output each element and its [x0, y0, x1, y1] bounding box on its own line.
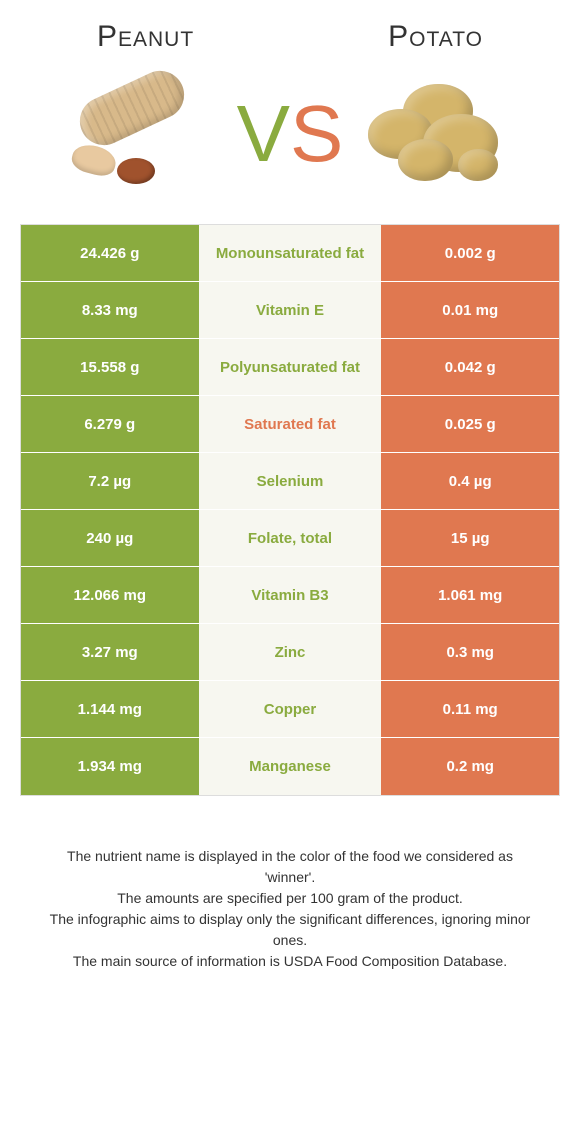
potato-image	[363, 74, 513, 194]
cell-left-value: 8.33 mg	[21, 282, 199, 338]
cell-right-value: 0.2 mg	[381, 738, 559, 795]
cell-left-value: 240 µg	[21, 510, 199, 566]
cell-left-value: 3.27 mg	[21, 624, 199, 680]
title-row: Peanut Potato	[0, 0, 580, 64]
cell-nutrient-label: Copper	[199, 681, 382, 737]
cell-left-value: 24.426 g	[21, 225, 199, 281]
cell-nutrient-label: Vitamin B3	[199, 567, 382, 623]
cell-left-value: 6.279 g	[21, 396, 199, 452]
table-row: 3.27 mgZinc0.3 mg	[21, 624, 559, 681]
table-row: 7.2 µgSelenium0.4 µg	[21, 453, 559, 510]
table-row: 15.558 gPolyunsaturated fat0.042 g	[21, 339, 559, 396]
cell-right-value: 0.01 mg	[381, 282, 559, 338]
footer-line: The amounts are specified per 100 gram o…	[40, 888, 540, 909]
cell-left-value: 1.934 mg	[21, 738, 199, 795]
cell-right-value: 0.11 mg	[381, 681, 559, 737]
cell-left-value: 12.066 mg	[21, 567, 199, 623]
table-row: 6.279 gSaturated fat0.025 g	[21, 396, 559, 453]
cell-nutrient-label: Folate, total	[199, 510, 382, 566]
cell-right-value: 0.002 g	[381, 225, 559, 281]
vs-label: VS	[237, 88, 344, 180]
cell-nutrient-label: Saturated fat	[199, 396, 382, 452]
hero-row: VS	[0, 64, 580, 224]
footer-line: The nutrient name is displayed in the co…	[40, 846, 540, 888]
cell-right-value: 1.061 mg	[381, 567, 559, 623]
table-row: 8.33 mgVitamin E0.01 mg	[21, 282, 559, 339]
title-right: Potato	[388, 20, 483, 54]
cell-nutrient-label: Zinc	[199, 624, 382, 680]
cell-right-value: 15 µg	[381, 510, 559, 566]
footer-line: The infographic aims to display only the…	[40, 909, 540, 951]
vs-v: V	[237, 88, 290, 180]
cell-right-value: 0.042 g	[381, 339, 559, 395]
title-left: Peanut	[97, 20, 194, 54]
peanut-image	[67, 74, 217, 194]
cell-nutrient-label: Manganese	[199, 738, 382, 795]
cell-left-value: 1.144 mg	[21, 681, 199, 737]
footer-line: The main source of information is USDA F…	[40, 951, 540, 972]
cell-nutrient-label: Monounsaturated fat	[199, 225, 382, 281]
vs-s: S	[290, 88, 343, 180]
cell-right-value: 0.025 g	[381, 396, 559, 452]
table-row: 1.934 mgManganese0.2 mg	[21, 738, 559, 795]
cell-left-value: 7.2 µg	[21, 453, 199, 509]
cell-right-value: 0.3 mg	[381, 624, 559, 680]
cell-right-value: 0.4 µg	[381, 453, 559, 509]
cell-left-value: 15.558 g	[21, 339, 199, 395]
cell-nutrient-label: Vitamin E	[199, 282, 382, 338]
table-row: 240 µgFolate, total15 µg	[21, 510, 559, 567]
cell-nutrient-label: Selenium	[199, 453, 382, 509]
cell-nutrient-label: Polyunsaturated fat	[199, 339, 382, 395]
table-row: 24.426 gMonounsaturated fat0.002 g	[21, 225, 559, 282]
footer-notes: The nutrient name is displayed in the co…	[0, 796, 580, 972]
nutrition-table: 24.426 gMonounsaturated fat0.002 g8.33 m…	[20, 224, 560, 796]
table-row: 12.066 mgVitamin B31.061 mg	[21, 567, 559, 624]
table-row: 1.144 mgCopper0.11 mg	[21, 681, 559, 738]
